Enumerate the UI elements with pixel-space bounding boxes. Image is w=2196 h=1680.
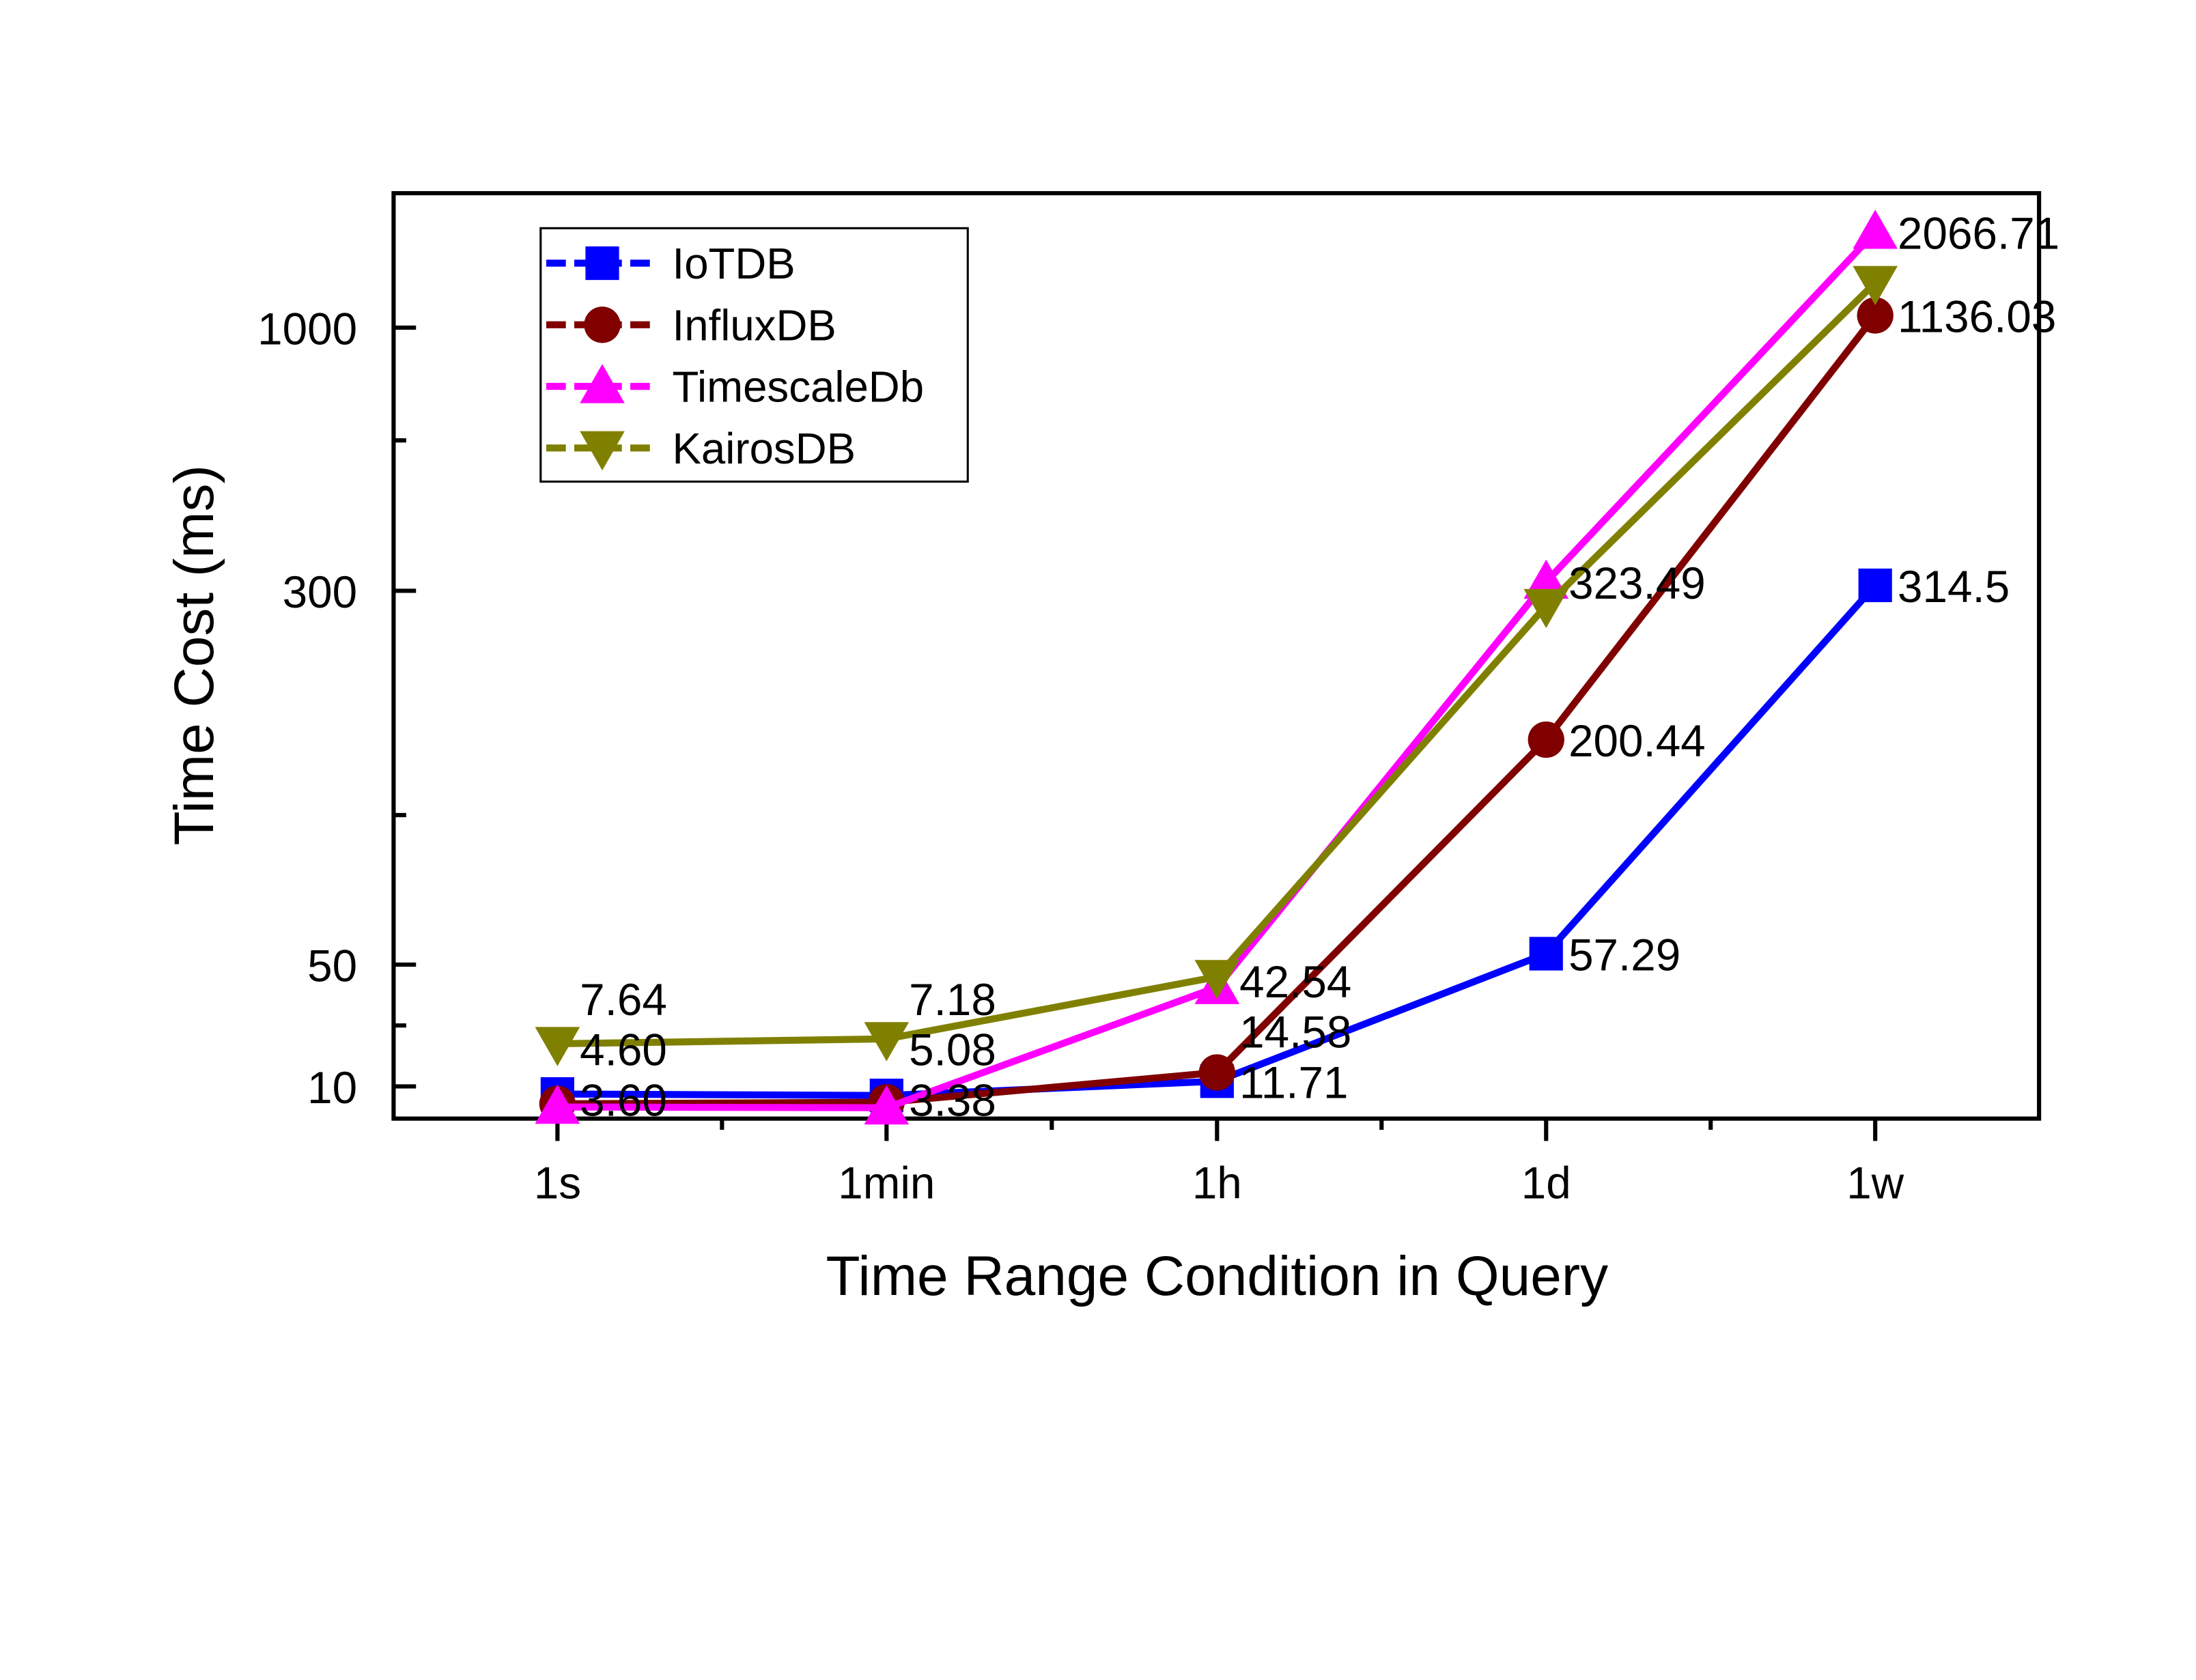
legend-label: TimescaleDb bbox=[673, 363, 925, 412]
data-point bbox=[1528, 721, 1564, 758]
data-label: 42.54 bbox=[1239, 957, 1351, 1007]
legend-marker bbox=[584, 307, 621, 343]
data-point bbox=[1853, 210, 1898, 249]
y-tick-label: 10 bbox=[307, 1063, 357, 1113]
legend-item: KairosDB bbox=[546, 425, 856, 473]
data-point bbox=[1523, 588, 1569, 629]
data-label: 323.49 bbox=[1568, 558, 1706, 608]
x-axis-label: Time Range Condition in Query bbox=[826, 1245, 1608, 1307]
x-tick-label: 1h bbox=[1192, 1158, 1242, 1208]
data-label: 314.5 bbox=[1898, 562, 2010, 612]
series-kairosdb bbox=[535, 266, 1898, 1066]
data-point bbox=[864, 1085, 910, 1125]
data-label: 7.18 bbox=[909, 975, 996, 1025]
legend-marker bbox=[585, 246, 619, 281]
data-point bbox=[1198, 1054, 1235, 1091]
data-label: 2066.71 bbox=[1898, 208, 2059, 258]
data-label: 11.71 bbox=[1239, 1057, 1348, 1107]
x-tick-label: 1s bbox=[534, 1158, 581, 1208]
data-label: 1136.03 bbox=[1898, 292, 2056, 342]
data-label: 4.60 bbox=[580, 1025, 667, 1075]
legend-label: KairosDB bbox=[673, 425, 856, 473]
data-point bbox=[864, 1022, 910, 1062]
data-label: 57.29 bbox=[1568, 930, 1680, 980]
legend-marker bbox=[580, 364, 625, 403]
data-label: 7.64 bbox=[580, 975, 667, 1025]
data-label: 3.38 bbox=[909, 1076, 996, 1126]
legend-label: InfluxDB bbox=[673, 301, 836, 350]
y-tick-label: 300 bbox=[283, 567, 357, 617]
data-point bbox=[1853, 266, 1898, 306]
data-label: 3.60 bbox=[580, 1076, 667, 1126]
y-tick-label: 50 bbox=[307, 941, 357, 991]
x-tick-label: 1min bbox=[838, 1158, 935, 1208]
data-point bbox=[1529, 937, 1563, 971]
legend-item: IoTDB bbox=[546, 240, 796, 288]
data-point bbox=[535, 1027, 580, 1066]
legend-label: IoTDB bbox=[673, 240, 796, 288]
data-point bbox=[1858, 568, 1892, 603]
data-point bbox=[1194, 960, 1240, 999]
legend-item: TimescaleDb bbox=[546, 363, 924, 412]
legend-item: InfluxDB bbox=[546, 301, 836, 350]
series-iotdb bbox=[540, 568, 1892, 1113]
legend-marker bbox=[580, 431, 625, 471]
x-tick-label: 1w bbox=[1846, 1158, 1904, 1208]
data-label: 5.08 bbox=[909, 1025, 996, 1075]
data-point bbox=[1857, 297, 1894, 334]
x-tick-label: 1d bbox=[1521, 1158, 1571, 1208]
y-axis-label: Time Cost (ms) bbox=[163, 465, 225, 845]
data-point bbox=[535, 1084, 580, 1124]
y-tick-label: 1000 bbox=[257, 304, 357, 354]
data-label: 200.44 bbox=[1568, 716, 1706, 766]
data-label: 14.58 bbox=[1239, 1008, 1351, 1057]
series-line bbox=[554, 582, 1879, 1099]
